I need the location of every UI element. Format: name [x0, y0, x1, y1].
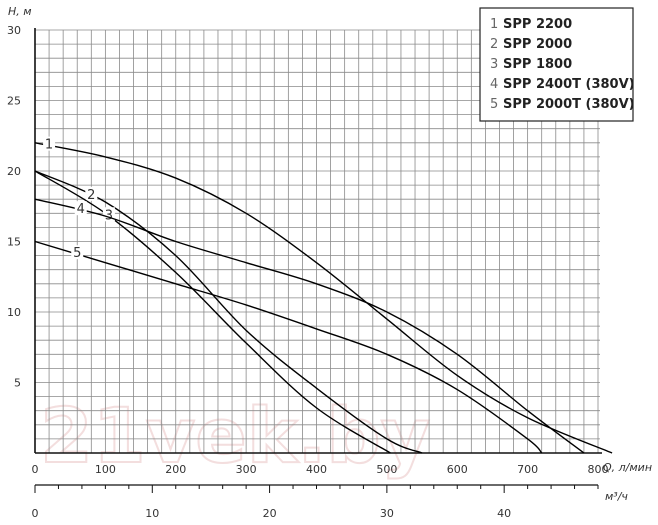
- legend: 1 SPP 2200 2 SPP 2000 3 SPP 1800 4 SPP 2400T (3…: [479, 7, 635, 122]
- x2-tick-label: 0: [32, 507, 39, 520]
- series-label-bg: [74, 201, 87, 216]
- legend-number: 3: [490, 57, 498, 72]
- series-line: [34, 170, 391, 454]
- x2-tick-label: 30: [380, 507, 394, 520]
- legend-box: [479, 7, 634, 122]
- series-line: [34, 240, 543, 454]
- series-label-bg: [43, 136, 56, 151]
- series-label: 2: [87, 188, 95, 203]
- y-tick-label: 15: [7, 236, 21, 249]
- y-tick-label: 5: [14, 377, 21, 390]
- series-label: 1: [45, 138, 53, 153]
- x-tick-label: 800: [588, 463, 609, 476]
- legend-number: 2: [490, 37, 498, 52]
- series-line: [34, 198, 585, 454]
- x-tick-label: 300: [236, 463, 257, 476]
- x2-tick-label: 40: [497, 507, 511, 520]
- y-tick-label: 10: [7, 306, 21, 319]
- x-axis-label: Q, л/мин: [603, 461, 652, 474]
- x-tick-label: 600: [447, 463, 468, 476]
- x-tick-label: 0: [32, 463, 39, 476]
- legend-entry: SPP 1800: [503, 57, 572, 72]
- series-line: [34, 170, 423, 454]
- y-tick-label: 25: [7, 95, 21, 108]
- x-tick-label: 400: [306, 463, 327, 476]
- x-tick-label: 500: [376, 463, 397, 476]
- x2-axis-label: м³/ч: [605, 490, 628, 503]
- legend-number: 1: [490, 17, 498, 32]
- series-label-bg: [71, 245, 84, 260]
- y-tick-label: 20: [7, 165, 21, 178]
- y-tick-label: 30: [7, 24, 21, 37]
- series-line: [34, 142, 613, 454]
- series-label: 5: [73, 246, 81, 261]
- legend-entry: SPP 2400T (380V): [503, 77, 635, 92]
- x2-tick-label: 10: [145, 507, 159, 520]
- x-tick-label: 200: [165, 463, 186, 476]
- series-label: 3: [105, 208, 113, 223]
- legend-number: 4: [490, 77, 498, 92]
- legend-entry: SPP 2000T (380V): [503, 97, 635, 112]
- series-label: 4: [77, 202, 85, 217]
- x2-tick-label: 20: [263, 507, 277, 520]
- watermark: 21vek.by: [40, 391, 430, 480]
- series-label-bg: [85, 186, 98, 201]
- legend-entry: SPP 2000: [503, 37, 572, 52]
- y-axis-label: H, м: [8, 5, 32, 18]
- legend-number: 5: [490, 97, 498, 112]
- x-tick-label: 100: [95, 463, 116, 476]
- legend-entry: SPP 2200: [503, 17, 572, 32]
- x-tick-label: 700: [517, 463, 538, 476]
